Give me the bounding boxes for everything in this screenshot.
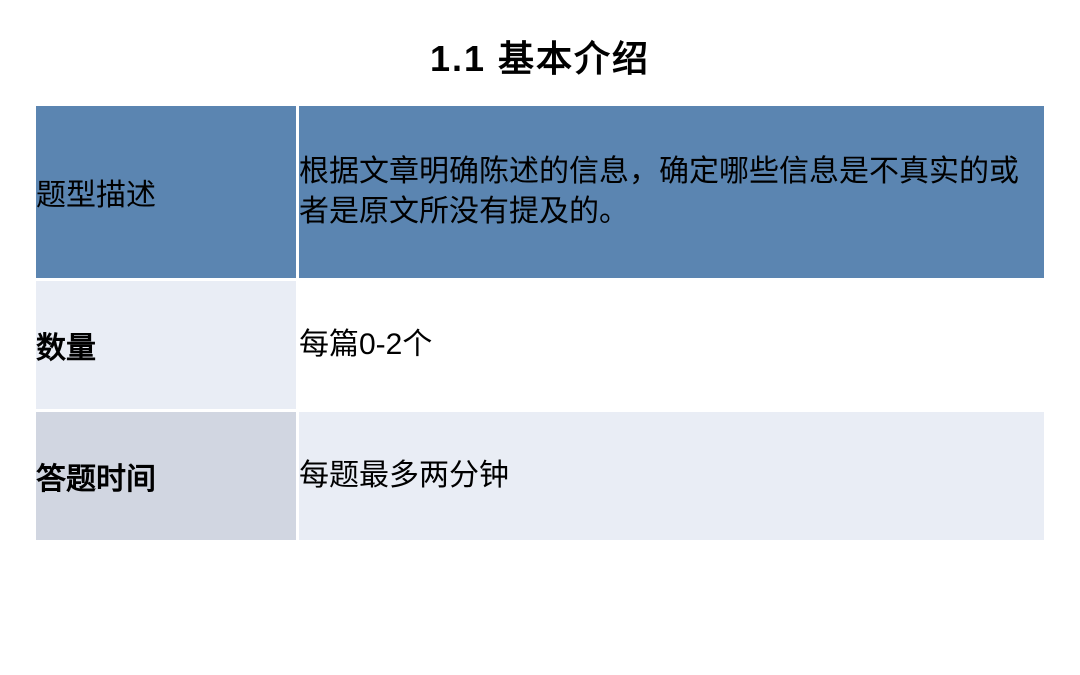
table-row: 答题时间 每题最多两分钟 [36,412,1044,540]
row-label: 题型描述 [36,106,296,278]
info-table: 题型描述 根据文章明确陈述的信息，确定哪些信息是不真实的或者是原文所没有提及的。… [36,106,1044,540]
slide-title: 1.1 基本介绍 [36,30,1044,82]
row-value: 根据文章明确陈述的信息，确定哪些信息是不真实的或者是原文所没有提及的。 [299,106,1044,278]
table-row: 题型描述 根据文章明确陈述的信息，确定哪些信息是不真实的或者是原文所没有提及的。 [36,106,1044,278]
row-value: 每篇0-2个 [299,281,1044,409]
table-row: 数量 每篇0-2个 [36,281,1044,409]
row-label: 答题时间 [36,412,296,540]
row-value: 每题最多两分钟 [299,412,1044,540]
row-label: 数量 [36,281,296,409]
